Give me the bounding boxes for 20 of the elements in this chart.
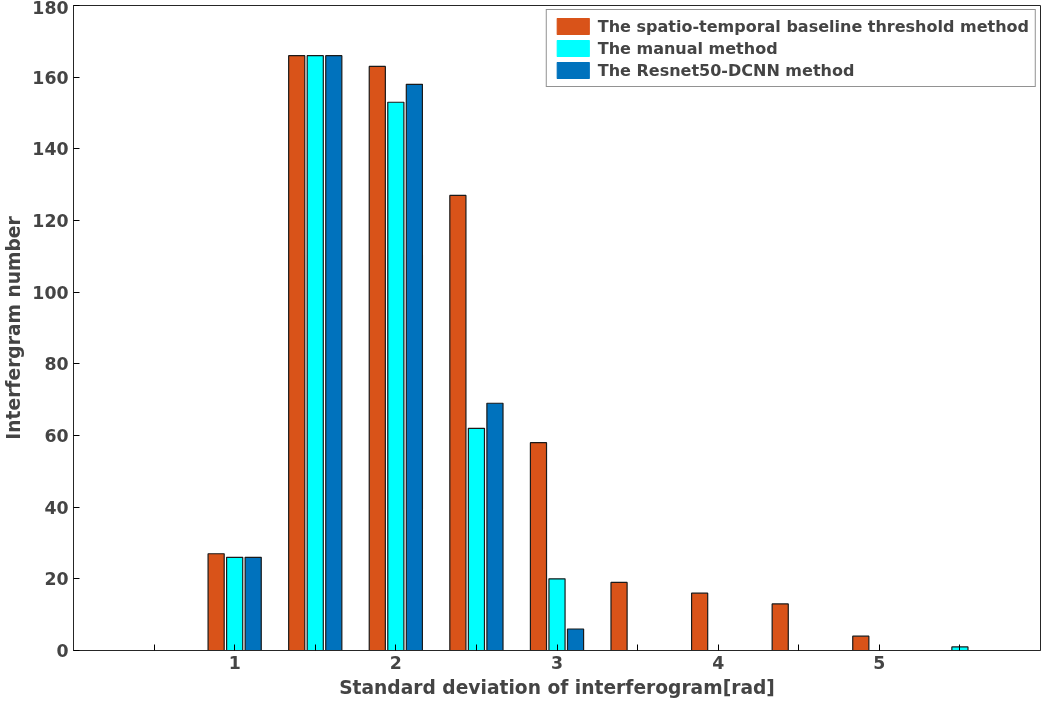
y-tick-label: 60 — [44, 426, 69, 446]
legend-label: The manual method — [597, 38, 778, 58]
y-tick-label: 160 — [32, 67, 69, 88]
legend-label: The Resnet50-DCNN method — [597, 60, 855, 80]
y-tick-label: 40 — [44, 497, 69, 518]
y-tick-label: 100 — [32, 282, 69, 303]
x-axis-title: Standard deviation of interferogram[rad] — [339, 676, 775, 698]
x-tick-label: 4 — [712, 652, 725, 673]
legend-label: The spatio-temporal baseline threshold method — [597, 16, 1029, 36]
y-tick-label: 80 — [44, 354, 69, 375]
y-tick-label: 120 — [32, 211, 69, 231]
y-tick-label: 0 — [56, 641, 69, 661]
y-tick-label: 140 — [32, 139, 69, 160]
x-tick-label: 2 — [389, 652, 402, 673]
y-tick-label: 20 — [44, 569, 69, 590]
y-axis-title: Interfergram number — [3, 215, 25, 440]
y-tick-label: 180 — [32, 0, 69, 18]
x-tick-label: 5 — [873, 652, 886, 673]
x-tick-label: 1 — [228, 652, 241, 673]
x-tick-label: 3 — [550, 652, 564, 673]
